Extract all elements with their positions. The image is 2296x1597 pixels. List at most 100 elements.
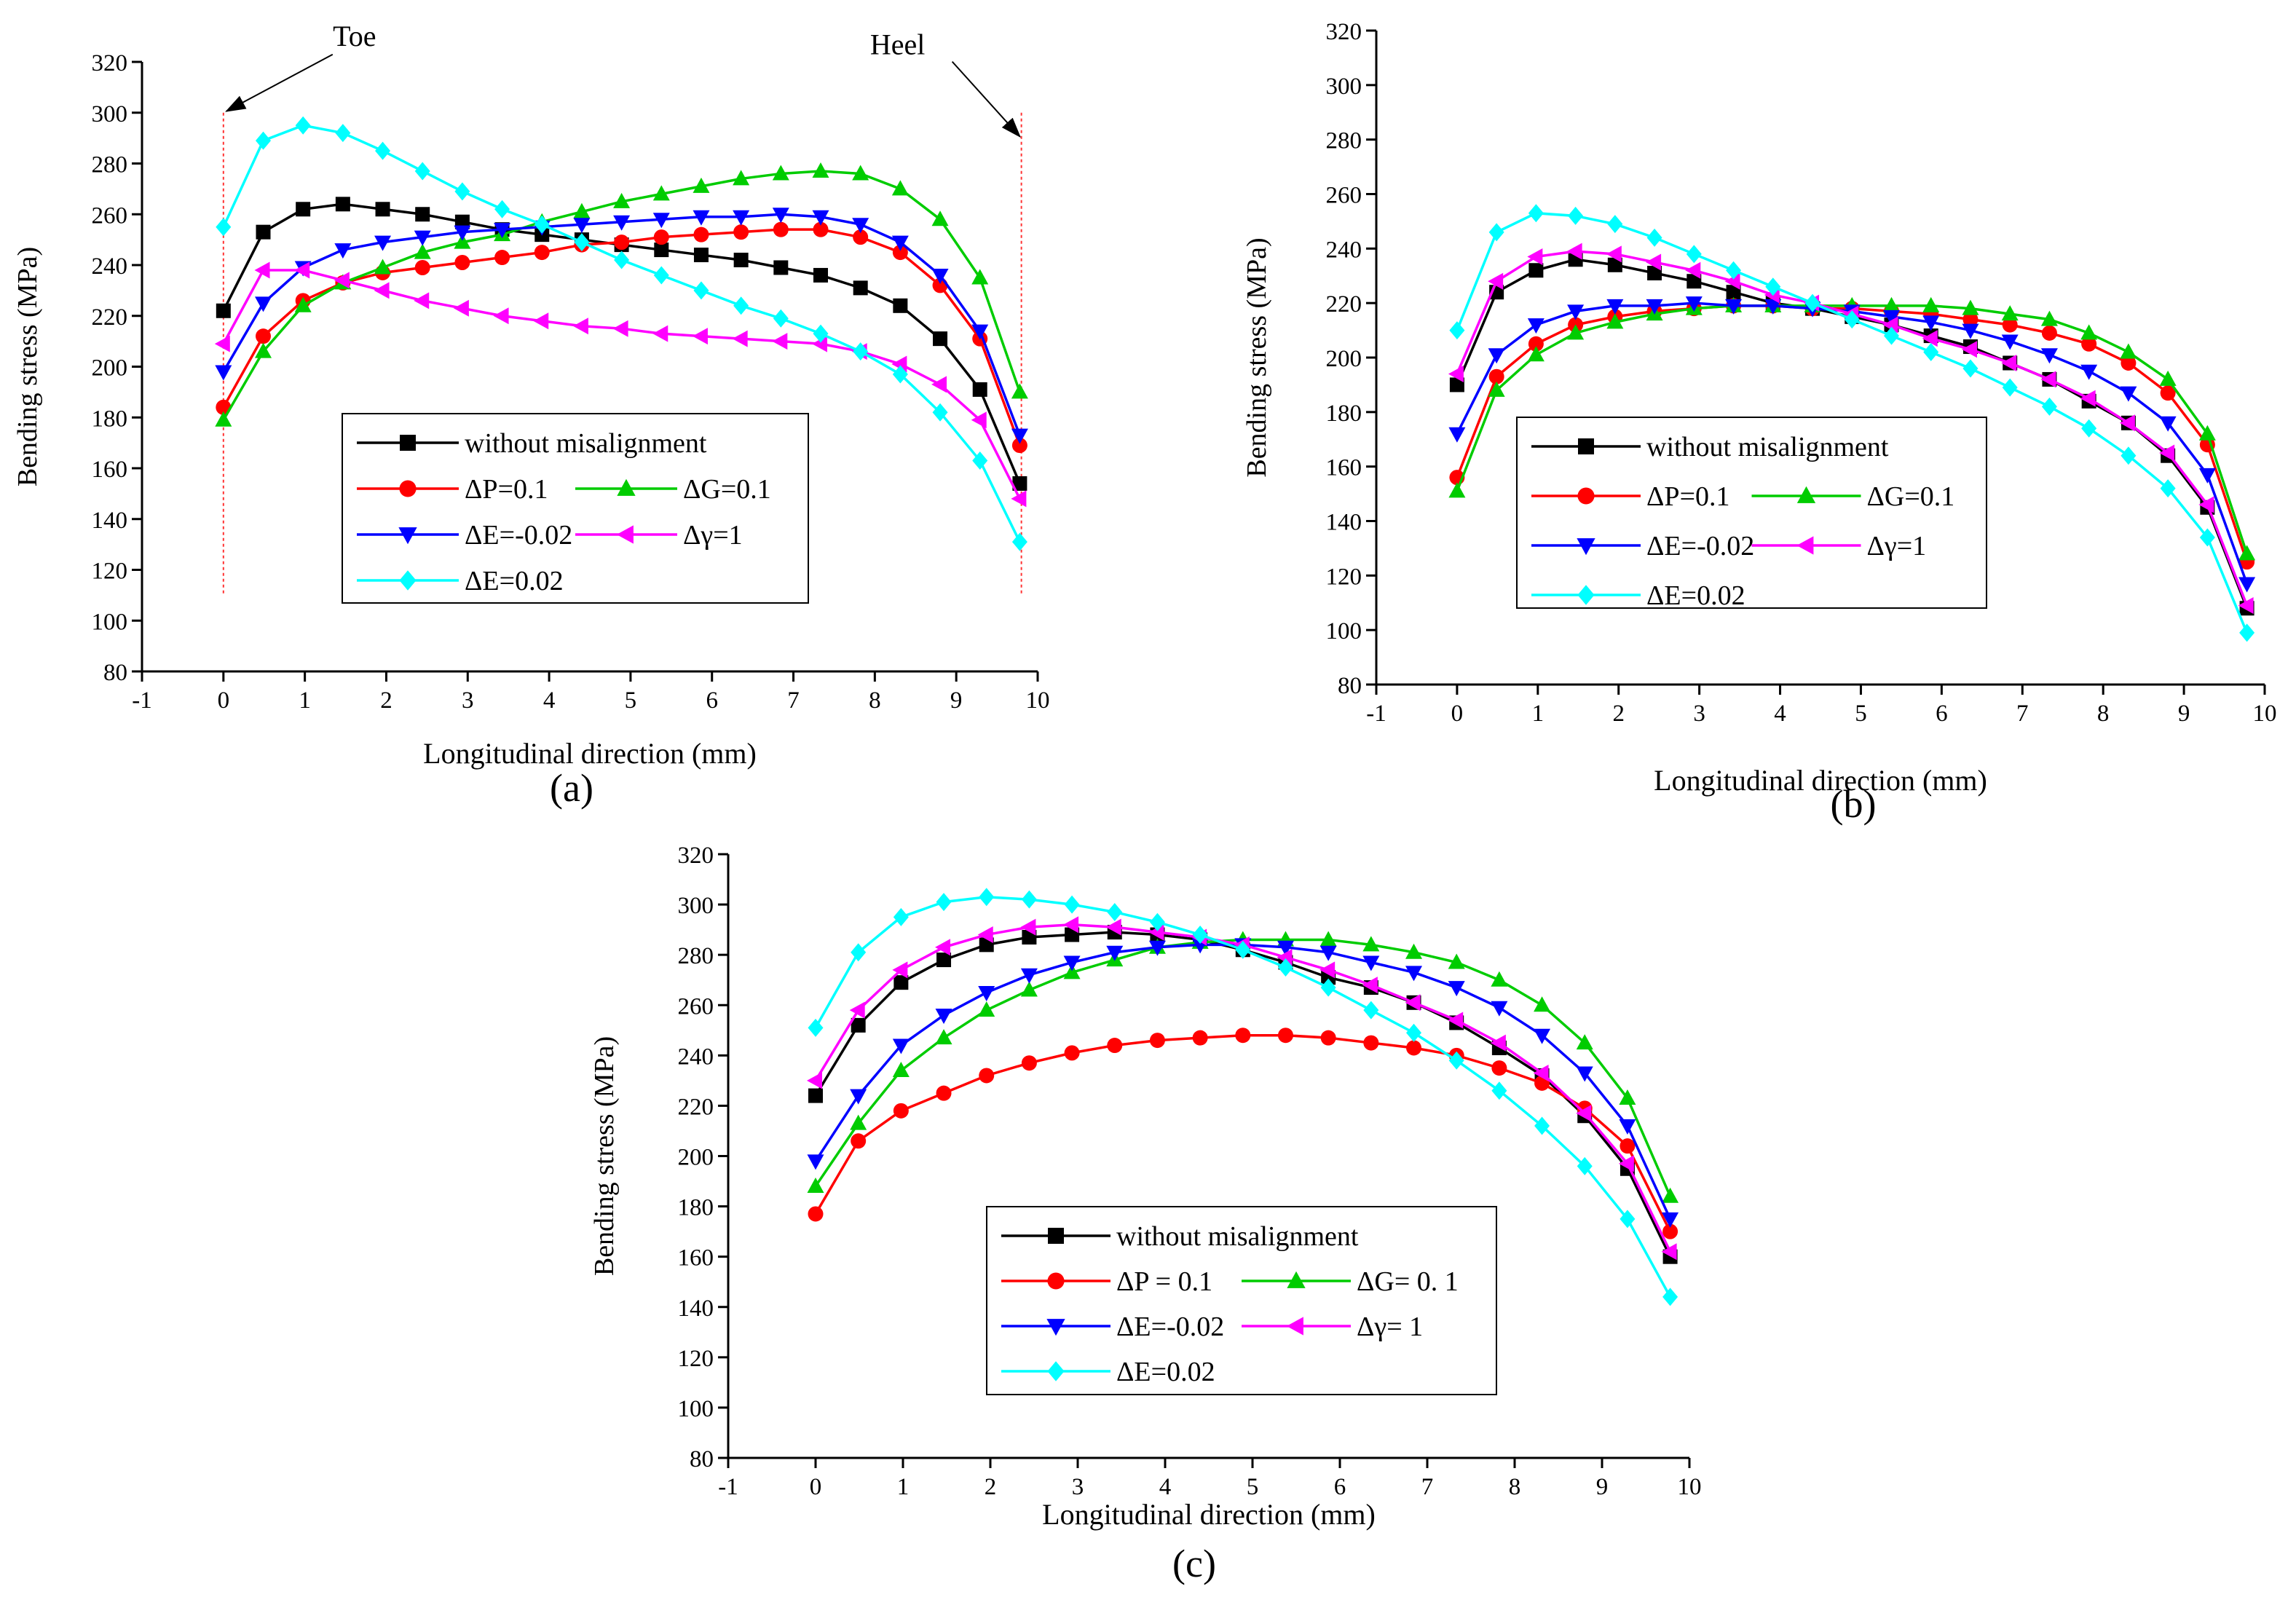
series-triangle-up xyxy=(807,931,1679,1203)
data-point xyxy=(1362,955,1380,971)
data-point xyxy=(1534,996,1551,1012)
legend-box xyxy=(986,1206,1497,1395)
data-point xyxy=(693,281,709,300)
x-tick-label: 8 xyxy=(2097,701,2110,727)
data-point xyxy=(216,303,231,318)
data-point xyxy=(2081,336,2097,352)
data-point xyxy=(893,975,909,990)
data-point xyxy=(1962,359,1979,378)
data-point xyxy=(1021,1055,1037,1071)
data-point xyxy=(2159,444,2175,462)
data-point xyxy=(1107,1038,1123,1054)
data-point xyxy=(891,235,909,251)
data-point xyxy=(1063,955,1081,971)
data-point xyxy=(2120,386,2137,402)
data-point xyxy=(2159,416,2177,432)
data-point xyxy=(1662,1187,1679,1203)
data-point xyxy=(733,296,749,315)
data-point xyxy=(979,888,995,907)
data-point xyxy=(1961,341,1977,358)
x-tick-label: 2 xyxy=(380,687,392,714)
data-point xyxy=(1320,1030,1336,1046)
x-tick-label: 1 xyxy=(299,687,311,714)
data-point xyxy=(1012,476,1027,491)
data-point xyxy=(1618,1155,1634,1172)
data-point xyxy=(1011,383,1028,399)
legend-box xyxy=(1516,417,1987,609)
data-point xyxy=(1725,299,1743,315)
data-point xyxy=(807,1154,824,1170)
legend-marker xyxy=(1577,585,1595,605)
data-point xyxy=(892,1038,910,1054)
x-tick-label: 0 xyxy=(1451,701,1464,727)
data-point xyxy=(2081,419,2097,438)
data-point xyxy=(1922,315,1940,331)
data-point xyxy=(979,1068,995,1084)
series-line xyxy=(814,938,1672,1197)
y-axis-label: Bending stress (MPa) xyxy=(1242,237,1272,477)
axes: 80100120140160180200220240260280300320-1… xyxy=(92,50,1050,714)
data-point xyxy=(534,215,550,234)
y-tick-label: 260 xyxy=(1326,183,1362,209)
data-point xyxy=(214,335,230,352)
data-point xyxy=(1764,299,1782,315)
data-point xyxy=(334,243,352,259)
annotation-toe: Toe xyxy=(333,20,376,52)
data-point xyxy=(255,328,271,344)
data-point xyxy=(893,1103,909,1119)
legend-marker xyxy=(1577,538,1595,556)
data-point xyxy=(1661,1243,1677,1261)
data-point xyxy=(1106,945,1124,961)
data-point xyxy=(534,245,550,261)
data-point xyxy=(2119,414,2135,432)
data-point xyxy=(772,333,788,350)
y-tick-label: 80 xyxy=(690,1446,714,1472)
data-point xyxy=(335,124,351,143)
legend-label: without misalignment xyxy=(1116,1221,1359,1252)
data-point xyxy=(572,318,588,335)
y-tick-label: 120 xyxy=(1326,564,1362,590)
data-point xyxy=(1488,368,1504,385)
data-point xyxy=(1576,1066,1593,1082)
y-tick-label: 320 xyxy=(1326,19,1362,45)
data-point xyxy=(732,330,748,347)
data-point xyxy=(1406,1023,1422,1042)
data-point xyxy=(850,1089,867,1105)
data-point xyxy=(1686,245,1702,264)
data-point xyxy=(893,298,908,313)
data-point xyxy=(1063,916,1079,934)
data-point xyxy=(1148,940,1166,956)
legend-item: without misalignment xyxy=(1531,432,1889,462)
data-point xyxy=(454,233,471,249)
legend-label: without misalignment xyxy=(1646,432,1889,462)
data-point xyxy=(733,253,749,268)
y-tick-label: 100 xyxy=(678,1396,714,1422)
x-tick-label: 6 xyxy=(1936,701,1948,727)
data-point xyxy=(1448,1012,1464,1029)
legend-label: ΔE=-0.02 xyxy=(1646,531,1754,561)
data-point xyxy=(1490,1034,1506,1052)
data-point xyxy=(1448,1051,1464,1070)
data-point xyxy=(2198,425,2216,441)
data-point xyxy=(294,296,312,312)
data-point xyxy=(851,1017,866,1033)
data-point xyxy=(1149,1033,1165,1049)
y-tick-label: 240 xyxy=(92,253,128,280)
y-tick-label: 140 xyxy=(1326,510,1362,536)
data-point xyxy=(1576,1034,1593,1050)
legend: without misalignment ΔP = 0.1 ΔG= 0. 1 ΔE=-… xyxy=(986,1206,1497,1395)
data-point xyxy=(773,221,789,237)
data-point xyxy=(454,225,471,241)
data-point xyxy=(812,335,828,352)
data-point xyxy=(812,162,829,178)
data-point xyxy=(1320,978,1336,997)
data-point xyxy=(1962,323,1979,339)
data-point xyxy=(892,365,908,384)
data-point xyxy=(653,229,669,245)
data-point xyxy=(1962,299,1979,315)
legend-label: Δγ=1 xyxy=(1867,531,1927,561)
data-point xyxy=(813,324,829,343)
data-point xyxy=(1576,1105,1592,1122)
data-point xyxy=(1765,277,1781,296)
data-point xyxy=(1726,285,1741,300)
